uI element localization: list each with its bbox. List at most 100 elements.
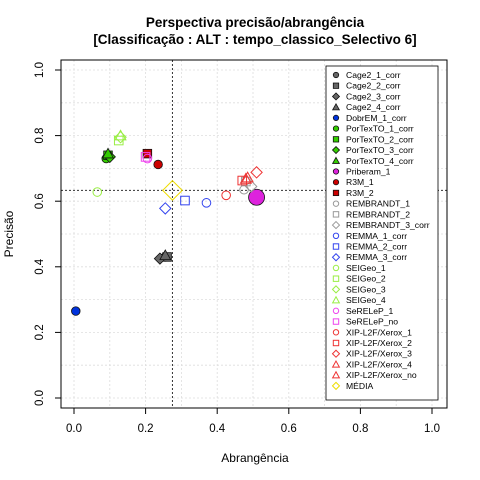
legend-label: REMMA_2_corr xyxy=(346,242,407,252)
legend-box xyxy=(325,65,439,401)
legend-label: Cage2_4_corr xyxy=(346,102,401,112)
point-18 xyxy=(92,187,103,197)
legend-marker-2 xyxy=(331,92,341,101)
legend-label: Cage2_1_corr xyxy=(346,70,401,80)
point-17 xyxy=(158,202,172,215)
legend-label: XIP-L2F/Xerox_2 xyxy=(346,338,412,348)
x-axis: 0.0 0.2 0.4 0.6 0.8 1.0 xyxy=(66,408,440,435)
legend-marker-1 xyxy=(332,82,340,89)
legend-marker-13 xyxy=(332,211,340,218)
point-24 xyxy=(221,190,231,201)
legend-marker-9 xyxy=(332,168,340,175)
point-25 xyxy=(237,175,248,186)
legend-marker-7 xyxy=(331,145,341,155)
point-29 xyxy=(161,179,183,201)
legend-marker-24 xyxy=(332,329,340,336)
point-27 xyxy=(239,172,253,184)
legend-label: Priberam_1 xyxy=(346,166,391,176)
chart-title: Perspectiva precisão/abrangência xyxy=(146,15,365,30)
legend-marker-8 xyxy=(331,156,341,164)
y-tick-label: 0.8 xyxy=(34,128,46,144)
legend-label: REMBRANDT_2 xyxy=(346,209,410,219)
point-16 xyxy=(180,195,190,206)
legend-label: Cage2_2_corr xyxy=(346,81,401,91)
legend-label: MÉDIA xyxy=(346,381,373,391)
y-tick-label: 0.4 xyxy=(34,258,46,275)
y-tick-label: 0.2 xyxy=(34,324,46,340)
legend-label: SEIGeo_2 xyxy=(346,274,386,284)
legend-marker-3 xyxy=(331,102,341,111)
legend-label: PorTexTO_1_corr xyxy=(346,124,414,134)
point-26 xyxy=(250,166,263,179)
x-tick-label: 0.0 xyxy=(66,423,82,435)
legend-marker-18 xyxy=(332,264,340,272)
y-tick-label: 0.6 xyxy=(34,193,46,209)
legend-label: SeRELeP_1 xyxy=(346,306,394,316)
legend-label: SeRELeP_no xyxy=(346,317,398,327)
point-10 xyxy=(153,159,163,170)
legend-label: SEIGeo_4 xyxy=(346,295,386,305)
point-21 xyxy=(114,129,127,141)
legend-label: XIP-L2F/Xerox_3 xyxy=(346,349,412,359)
point-22 xyxy=(142,153,153,164)
data-points xyxy=(71,129,265,316)
legend-marker-15 xyxy=(332,232,340,240)
legend-label: R3M_1 xyxy=(346,177,374,187)
chart-subtitle: [Classificação : ALT : tempo_classico_Se… xyxy=(93,32,416,47)
legend-marker-22 xyxy=(332,307,340,315)
point-9 xyxy=(248,188,265,206)
legend-label: XIP-L2F/Xerox_4 xyxy=(346,359,412,369)
y-tick-label: 1.0 xyxy=(34,62,46,78)
legend-label: PorTexTO_3_corr xyxy=(346,145,414,155)
legend-marker-11 xyxy=(332,189,340,197)
plot-frame xyxy=(60,59,448,409)
legend-label: PorTexTO_2_corr xyxy=(346,134,414,144)
legend-label: Cage2_3_corr xyxy=(346,91,401,101)
point-14 xyxy=(244,180,258,193)
point-15 xyxy=(201,198,212,208)
point-23 xyxy=(140,152,151,162)
y-axis: 0.0 0.2 0.4 0.6 0.8 1.0 xyxy=(34,62,61,406)
x-axis-label: Abrangência xyxy=(221,451,289,465)
legend-marker-29 xyxy=(331,381,341,391)
x-tick-label: 0.8 xyxy=(352,423,368,435)
point-4 xyxy=(71,306,81,316)
y-tick-label: 0.0 xyxy=(34,390,46,406)
x-tick-label: 0.2 xyxy=(138,423,154,435)
legend-label: SEIGeo_1 xyxy=(346,263,386,273)
point-8 xyxy=(101,147,115,159)
legend-marker-10 xyxy=(332,179,340,186)
legend-marker-21 xyxy=(331,295,341,304)
x-tick-label: 1.0 xyxy=(424,423,440,435)
legend-label: REMBRANDT_1 xyxy=(346,199,410,209)
legend-marker-28 xyxy=(331,370,341,379)
legend-marker-14 xyxy=(331,220,341,230)
point-28 xyxy=(241,171,254,183)
legend-label: XIP-L2F/Xerox_no xyxy=(346,370,417,380)
legend-marker-27 xyxy=(331,360,341,368)
legend-label: SEIGeo_3 xyxy=(346,284,386,294)
legend-marker-0 xyxy=(332,71,340,79)
legend-marker-26 xyxy=(331,349,341,358)
legend-marker-20 xyxy=(331,285,341,294)
legend-marker-6 xyxy=(332,136,340,143)
legend-label: REMMA_3_corr xyxy=(346,252,407,262)
legend-label: R3M_2 xyxy=(346,188,374,198)
legend-label: XIP-L2F/Xerox_1 xyxy=(346,327,412,337)
legend-marker-16 xyxy=(332,243,340,250)
legend-marker-12 xyxy=(332,200,340,207)
point-12 xyxy=(239,184,249,195)
point-3 xyxy=(159,249,172,261)
legend-marker-19 xyxy=(332,275,340,282)
y-axis-label: Precisão xyxy=(2,210,16,257)
x-tick-label: 0.6 xyxy=(281,423,297,435)
legend-label: REMBRANDT_3_corr xyxy=(346,220,430,230)
legend-marker-4 xyxy=(332,114,340,121)
legend-marker-25 xyxy=(332,339,340,347)
legend-label: PorTexTO_4_corr xyxy=(346,156,414,166)
legend-marker-5 xyxy=(332,125,340,132)
point-20 xyxy=(114,130,127,144)
x-tick-label: 0.4 xyxy=(209,423,226,435)
legend-marker-17 xyxy=(331,253,341,262)
